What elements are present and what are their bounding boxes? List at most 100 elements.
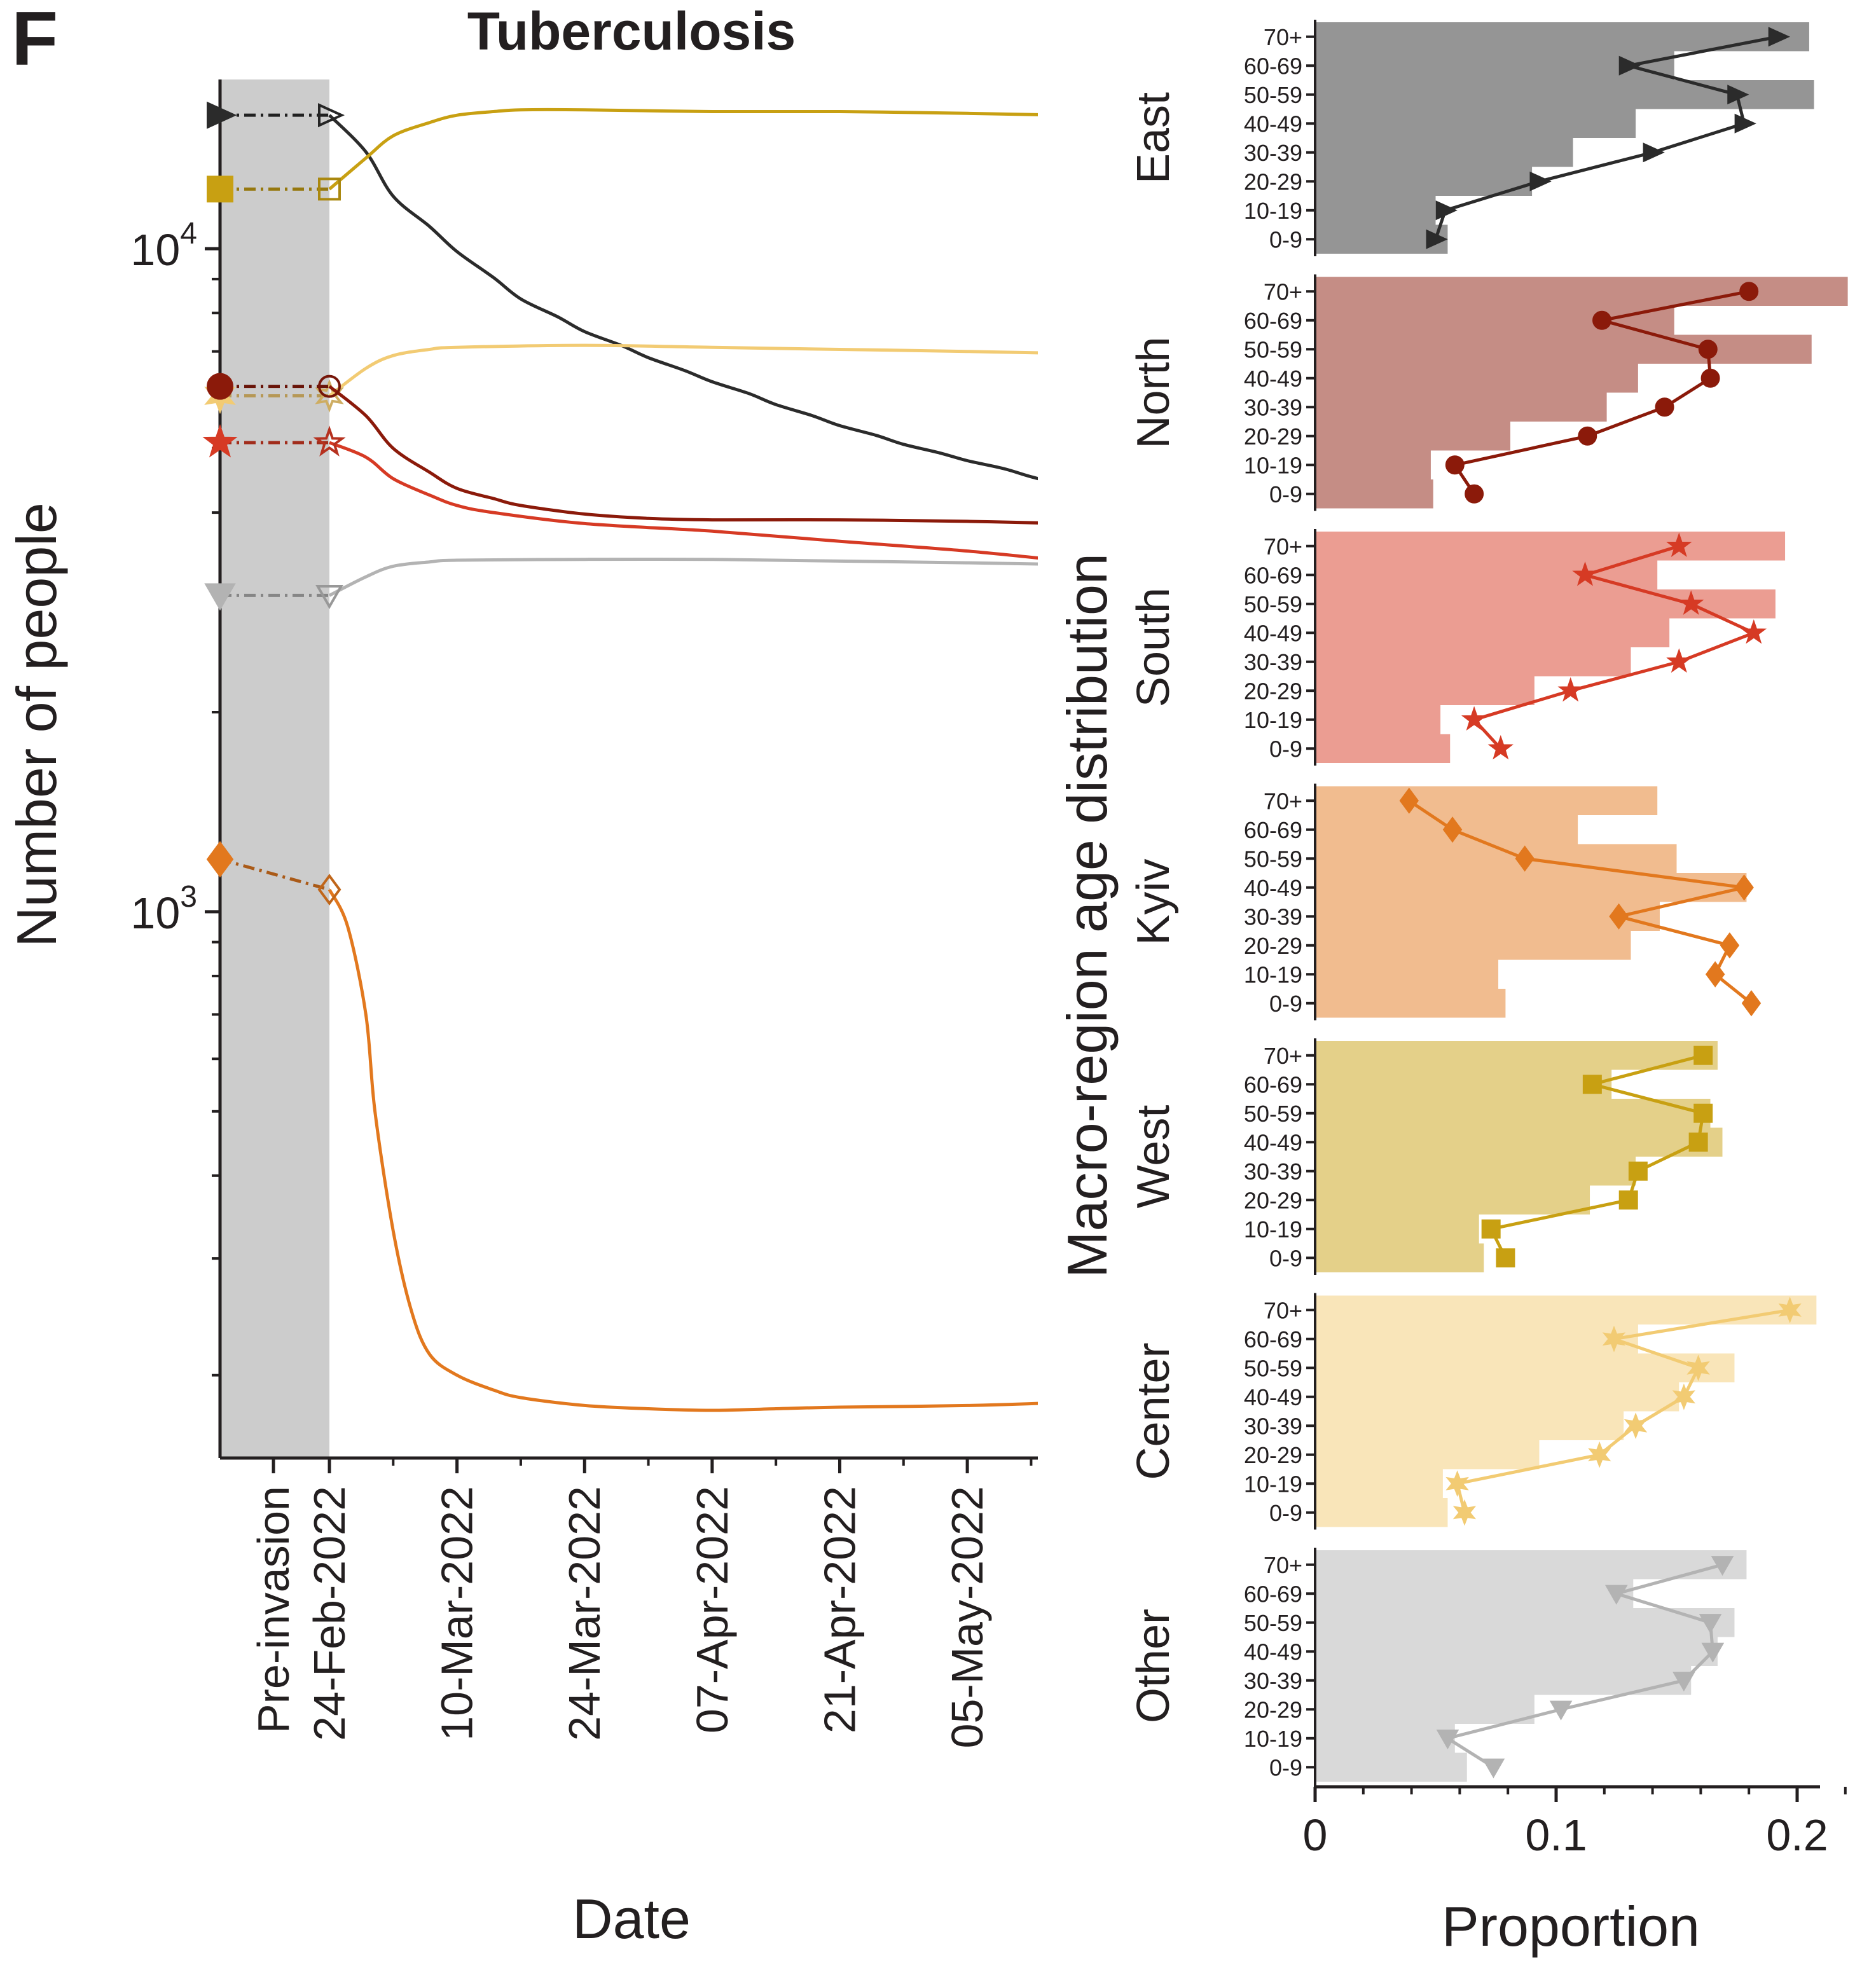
region-label-kyiv: Kyiv (1128, 858, 1179, 945)
category-label-10-19: 10-19 (1244, 1471, 1302, 1497)
bar-kyiv-30-39 (1315, 902, 1660, 931)
post-point-center-60-69 (1602, 1325, 1626, 1352)
category-label-60-69: 60-69 (1244, 562, 1302, 588)
post-line-east (1434, 35, 1779, 240)
bar-west-40-49 (1315, 1127, 1723, 1157)
post-point-kyiv-60-69 (1442, 816, 1463, 843)
bar-center-10-19 (1315, 1469, 1443, 1498)
region-label-center: Center (1128, 1342, 1179, 1480)
category-label-0-9: 0-9 (1269, 226, 1302, 252)
post-point-west-70 (1693, 1045, 1713, 1065)
bar-north-10-19 (1315, 450, 1431, 479)
post-point-east-70 (1768, 27, 1790, 47)
marker-post-south (313, 425, 346, 457)
category-label-30-39: 30-39 (1244, 140, 1302, 166)
category-label-50-59: 50-59 (1244, 1101, 1302, 1127)
bar-east-0-9 (1315, 224, 1448, 254)
post-point-west-60-69 (1582, 1075, 1602, 1094)
bar-kyiv-10-19 (1315, 960, 1499, 989)
marker-post-north (318, 375, 341, 398)
series-connector-kyiv (219, 857, 330, 891)
category-label-60-69: 60-69 (1244, 1581, 1302, 1607)
post-point-south-30-39 (1666, 648, 1692, 673)
post-point-south-40-49 (1741, 619, 1767, 644)
category-label-0-9: 0-9 (1269, 1500, 1302, 1526)
series-line-center (328, 343, 1038, 397)
bar-kyiv-50-59 (1315, 844, 1677, 873)
region-label-other: Other (1128, 1609, 1179, 1723)
category-label-40-49: 40-49 (1244, 1639, 1302, 1665)
x-tick-label-pre-invasion: Pre-invasion (249, 1486, 298, 1733)
category-label-70: 70+ (1264, 533, 1302, 560)
post-point-kyiv-20-29 (1720, 932, 1740, 959)
post-point-north-0-9 (1465, 484, 1484, 504)
right-x-tick-label-0-1: 0.1 (1525, 1810, 1587, 1860)
bar-other-60-69 (1315, 1579, 1634, 1608)
bar-east-40-49 (1315, 109, 1636, 138)
category-label-10-19: 10-19 (1244, 961, 1302, 987)
bar-north-30-39 (1315, 392, 1607, 422)
category-label-50-59: 50-59 (1244, 82, 1302, 108)
category-label-30-39: 30-39 (1244, 1159, 1302, 1185)
category-label-30-39: 30-39 (1244, 1413, 1302, 1439)
bar-kyiv-40-49 (1315, 873, 1747, 902)
pre-invasion-shading (220, 79, 329, 1458)
bar-west-20-29 (1315, 1185, 1590, 1214)
region-east: 0-910-19 20-29 30-39 40-49 50-59 60-69 70+ East (1128, 20, 1814, 256)
bar-center-60-69 (1315, 1325, 1638, 1354)
bar-other-0-9 (1315, 1752, 1467, 1782)
category-label-70: 70+ (1264, 24, 1302, 50)
category-label-20-29: 20-29 (1244, 1187, 1302, 1213)
category-label-20-29: 20-29 (1244, 1696, 1302, 1723)
region-center: 0-9 10-19 20-29 30-39 40-49 50-59 60-69 70+ Cent… (1128, 1293, 1817, 1530)
marker-post-kyiv (317, 874, 341, 906)
bar-other-50-59 (1315, 1608, 1735, 1637)
bar-west-50-59 (1315, 1099, 1711, 1128)
marker-pre-east (207, 101, 237, 129)
category-label-20-29: 20-29 (1244, 423, 1302, 450)
bar-other-20-29 (1315, 1695, 1535, 1724)
post-point-kyiv-0-9 (1741, 990, 1762, 1017)
post-point-south-70 (1666, 532, 1692, 557)
right-y-axis-label: Macro-region age distribution (1056, 553, 1119, 1278)
post-point-east-30-39 (1643, 142, 1665, 163)
bar-other-10-19 (1315, 1724, 1455, 1753)
post-point-north-20-29 (1578, 426, 1597, 446)
post-point-west-30-39 (1628, 1161, 1648, 1181)
bar-east-30-39 (1315, 138, 1573, 167)
bar-south-20-29 (1315, 676, 1535, 705)
series-line-south (329, 441, 1038, 560)
post-point-center-20-29 (1588, 1441, 1611, 1468)
post-point-kyiv-10-19 (1705, 961, 1725, 987)
category-label-70: 70+ (1264, 1552, 1302, 1578)
bar-center-30-39 (1315, 1411, 1624, 1440)
post-point-kyiv-30-39 (1609, 903, 1629, 930)
y-tick-label-exponent: 4 (180, 217, 197, 251)
category-label-40-49: 40-49 (1244, 620, 1302, 646)
category-label-60-69: 60-69 (1244, 53, 1302, 79)
bar-kyiv-70 (1315, 786, 1658, 815)
post-point-south-50-59 (1678, 590, 1704, 615)
post-point-west-0-9 (1496, 1248, 1515, 1268)
post-point-west-40-49 (1688, 1132, 1708, 1152)
bar-south-0-9 (1315, 734, 1451, 763)
category-label-60-69: 60-69 (1244, 308, 1302, 334)
category-label-20-29: 20-29 (1244, 933, 1302, 959)
marker-post-west (318, 177, 341, 201)
post-line-south (1471, 544, 1758, 750)
post-point-other-20-29 (1549, 1700, 1573, 1721)
post-point-north-10-19 (1445, 455, 1465, 475)
post-point-center-70 (1778, 1297, 1802, 1324)
y-tick-label: 104 (130, 217, 197, 275)
category-label-20-29: 20-29 (1244, 169, 1302, 195)
bar-center-40-49 (1315, 1382, 1679, 1412)
x-tick-label-24-feb-2022: 24-Feb-2022 (305, 1486, 354, 1741)
bar-west-70 (1315, 1041, 1718, 1070)
left-y-axis-label: Number of people (5, 502, 68, 947)
bar-center-0-9 (1315, 1498, 1448, 1527)
right-x-tick-label-0-2: 0.2 (1766, 1810, 1828, 1860)
bar-west-60-69 (1315, 1070, 1612, 1099)
